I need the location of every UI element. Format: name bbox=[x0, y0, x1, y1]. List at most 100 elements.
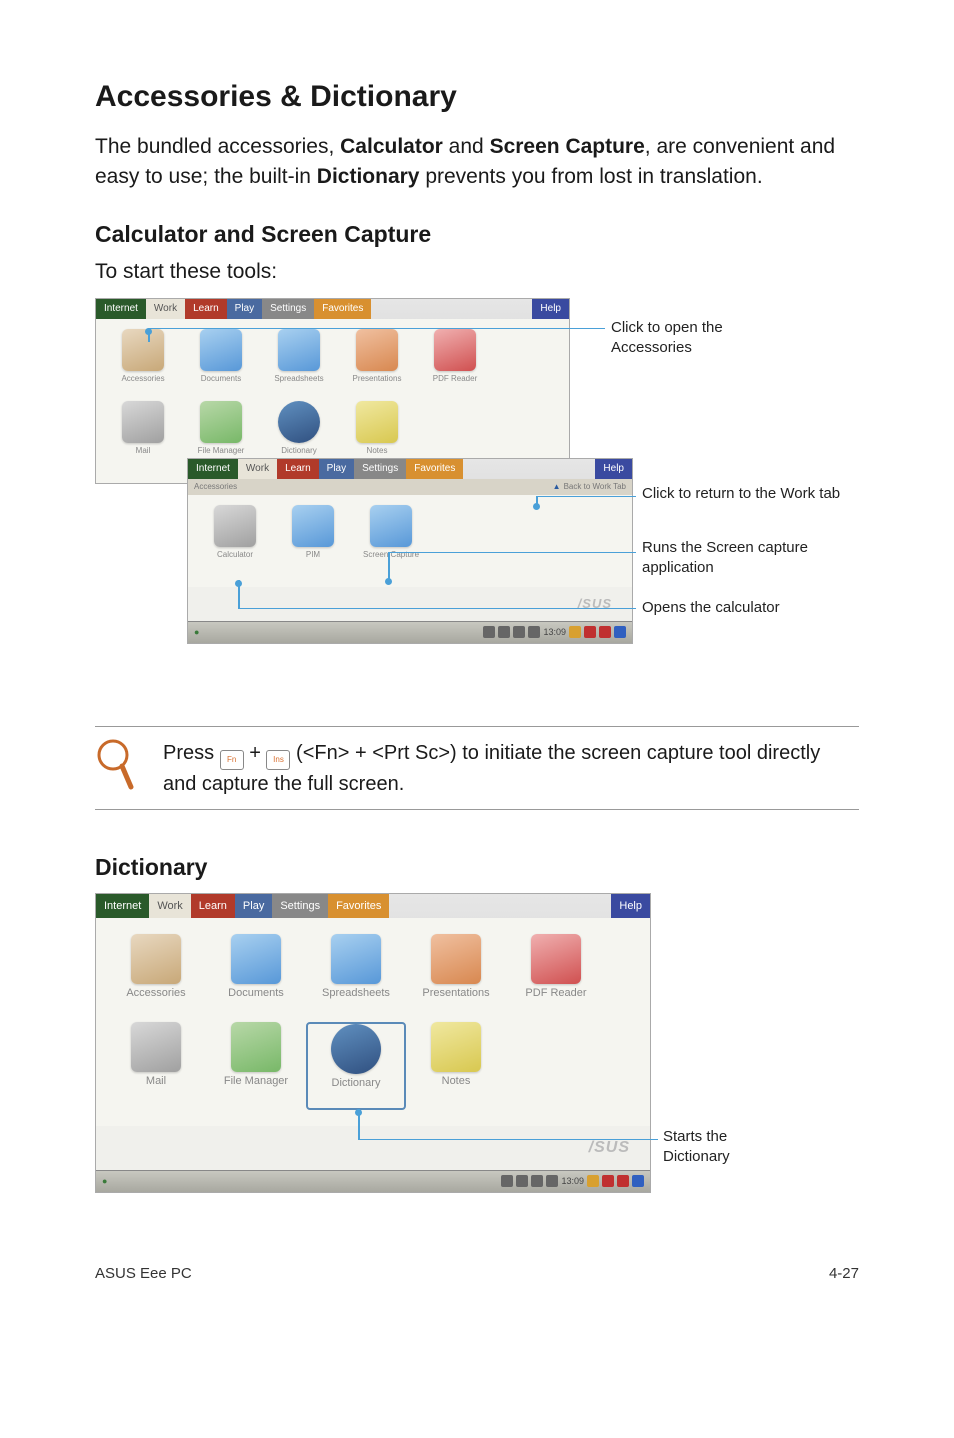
tab-play[interactable]: Play bbox=[235, 894, 272, 918]
tray-icon[interactable] bbox=[513, 626, 525, 638]
documents-icon bbox=[231, 934, 281, 984]
tray-icon[interactable] bbox=[602, 1175, 614, 1187]
tray-icon[interactable] bbox=[569, 626, 581, 638]
tab-favorites[interactable]: Favorites bbox=[314, 299, 371, 319]
presentations-icon bbox=[356, 329, 398, 371]
intro-text: and bbox=[443, 135, 490, 158]
intro-bold-calculator: Calculator bbox=[340, 135, 443, 158]
page-title: Accessories & Dictionary bbox=[95, 80, 859, 114]
tray-icon[interactable] bbox=[617, 1175, 629, 1187]
tray-icon[interactable] bbox=[614, 626, 626, 638]
tab-work[interactable]: Work bbox=[238, 459, 277, 479]
tip-text: Press Fn + Ins (<Fn> + <Prt Sc>) to init… bbox=[163, 737, 859, 799]
icon-accessories[interactable]: Accessories bbox=[104, 329, 182, 401]
notes-icon bbox=[356, 401, 398, 443]
documents-icon bbox=[200, 329, 242, 371]
tab-learn[interactable]: Learn bbox=[191, 894, 235, 918]
tray-icon[interactable] bbox=[546, 1175, 558, 1187]
tab-help[interactable]: Help bbox=[532, 299, 569, 319]
tab-work[interactable]: Work bbox=[146, 299, 185, 319]
icon-pdfreader[interactable]: PDF Reader bbox=[506, 934, 606, 1022]
icon-calculator[interactable]: Calculator bbox=[196, 505, 274, 577]
tabs-bar: Internet Work Learn Play Settings Favori… bbox=[96, 299, 569, 319]
tray-icon[interactable] bbox=[599, 626, 611, 638]
filemanager-icon bbox=[231, 1022, 281, 1072]
icon-presentations[interactable]: Presentations bbox=[406, 934, 506, 1022]
page-footer: ASUS Eee PC 4-27 bbox=[95, 1265, 859, 1282]
tray-icon[interactable] bbox=[498, 626, 510, 638]
icon-pdfreader[interactable]: PDF Reader bbox=[416, 329, 494, 401]
tray-icon[interactable] bbox=[584, 626, 596, 638]
leader-line bbox=[148, 328, 605, 330]
screenshot-composite-2: Internet Work Learn Play Settings Favori… bbox=[95, 893, 859, 1223]
tab-help[interactable]: Help bbox=[595, 459, 632, 479]
leader-line bbox=[238, 580, 240, 608]
breadcrumb-bar: Accessories ▲Back to Work Tab bbox=[188, 479, 632, 495]
tray-icon[interactable] bbox=[516, 1175, 528, 1187]
tray-icon[interactable] bbox=[528, 626, 540, 638]
callout-runs-screen: Runs the Screen capture application bbox=[642, 538, 832, 579]
desktop-body: Accessories Documents Spreadsheets Prese… bbox=[96, 918, 650, 1126]
tab-internet[interactable]: Internet bbox=[96, 894, 149, 918]
tab-learn[interactable]: Learn bbox=[185, 299, 227, 319]
intro-paragraph: The bundled accessories, Calculator and … bbox=[95, 132, 859, 193]
tab-settings[interactable]: Settings bbox=[272, 894, 328, 918]
icon-mail[interactable]: Mail bbox=[104, 401, 182, 473]
icon-spreadsheets[interactable]: Spreadsheets bbox=[260, 329, 338, 401]
intro-bold-screencapture: Screen Capture bbox=[490, 135, 645, 158]
leader-line bbox=[536, 496, 636, 498]
icon-pim[interactable]: PIM bbox=[274, 505, 352, 577]
tab-settings[interactable]: Settings bbox=[262, 299, 314, 319]
section-heading-dictionary: Dictionary bbox=[95, 854, 859, 881]
mail-icon bbox=[122, 401, 164, 443]
tab-help[interactable]: Help bbox=[611, 894, 650, 918]
magnifier-icon bbox=[95, 737, 139, 798]
tab-favorites[interactable]: Favorites bbox=[406, 459, 463, 479]
key-prtsc-icon: Ins bbox=[266, 750, 290, 770]
screenshot-work-tab: Internet Work Learn Play Settings Favori… bbox=[95, 298, 570, 484]
icon-documents[interactable]: Documents bbox=[206, 934, 306, 1022]
tab-internet[interactable]: Internet bbox=[188, 459, 238, 479]
intro-bold-dictionary: Dictionary bbox=[317, 165, 420, 188]
tray-icon[interactable] bbox=[632, 1175, 644, 1187]
tray-icon[interactable] bbox=[501, 1175, 513, 1187]
asus-logo: /SUS bbox=[188, 587, 632, 621]
intro-text: prevents you from lost in translation. bbox=[420, 165, 763, 188]
icon-filemanager[interactable]: File Manager bbox=[206, 1022, 306, 1110]
icon-mail[interactable]: Mail bbox=[106, 1022, 206, 1110]
tab-internet[interactable]: Internet bbox=[96, 299, 146, 319]
icon-dictionary[interactable]: Dictionary bbox=[306, 1022, 406, 1110]
asus-logo: /SUS bbox=[96, 1126, 650, 1170]
tab-play[interactable]: Play bbox=[319, 459, 354, 479]
screenshot-accessories: Internet Work Learn Play Settings Favori… bbox=[187, 458, 633, 644]
icon-documents[interactable]: Documents bbox=[182, 329, 260, 401]
dictionary-icon bbox=[278, 401, 320, 443]
tab-play[interactable]: Play bbox=[227, 299, 262, 319]
tray-icon[interactable] bbox=[587, 1175, 599, 1187]
tray-icon[interactable] bbox=[531, 1175, 543, 1187]
tray-icon[interactable] bbox=[483, 626, 495, 638]
tabs-bar: Internet Work Learn Play Settings Favori… bbox=[96, 894, 650, 918]
pdf-icon bbox=[434, 329, 476, 371]
spreadsheets-icon bbox=[278, 329, 320, 371]
back-to-work-link[interactable]: Back to Work Tab bbox=[564, 482, 626, 491]
callout-open-accessories: Click to open the Accessories bbox=[611, 318, 781, 359]
callout-starts-dictionary: Starts the Dictionary bbox=[663, 1127, 783, 1168]
screenshot-composite-1: Internet Work Learn Play Settings Favori… bbox=[95, 298, 859, 708]
icon-notes[interactable]: Notes bbox=[406, 1022, 506, 1110]
tab-work[interactable]: Work bbox=[149, 894, 190, 918]
icon-screencapture[interactable]: Screen Capture bbox=[352, 505, 430, 577]
tabs-bar: Internet Work Learn Play Settings Favori… bbox=[188, 459, 632, 479]
pdf-icon bbox=[531, 934, 581, 984]
tab-learn[interactable]: Learn bbox=[277, 459, 319, 479]
key-fn-icon: Fn bbox=[220, 750, 244, 770]
leader-line bbox=[536, 496, 538, 506]
leader-line bbox=[388, 552, 390, 582]
screencapture-icon bbox=[370, 505, 412, 547]
icon-presentations[interactable]: Presentations bbox=[338, 329, 416, 401]
tab-favorites[interactable]: Favorites bbox=[328, 894, 389, 918]
leader-line bbox=[148, 328, 150, 342]
tab-settings[interactable]: Settings bbox=[354, 459, 406, 479]
icon-spreadsheets[interactable]: Spreadsheets bbox=[306, 934, 406, 1022]
icon-accessories[interactable]: Accessories bbox=[106, 934, 206, 1022]
